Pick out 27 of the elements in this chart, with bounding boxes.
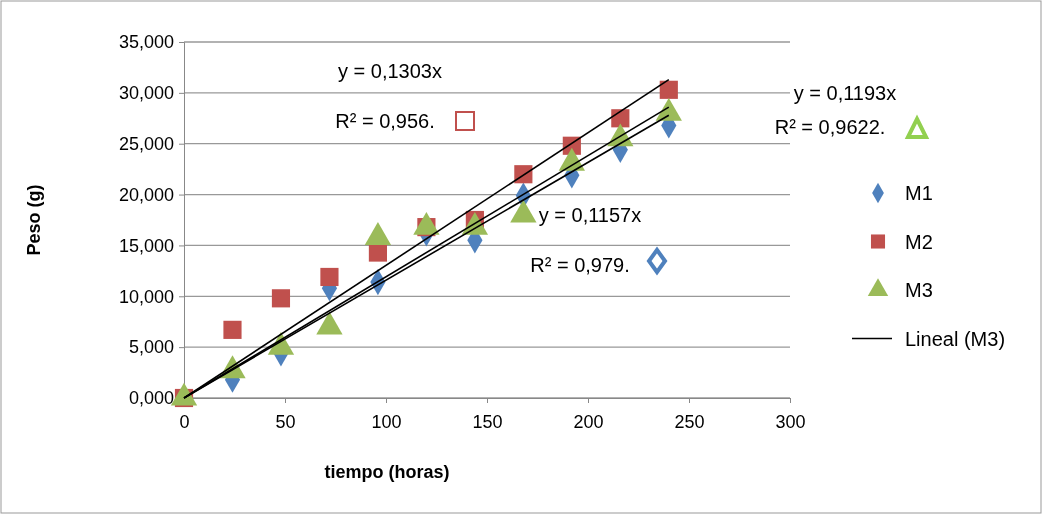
annotation: R² = 0,979.: [530, 254, 630, 276]
legend-label: M1: [905, 182, 933, 204]
legend-label: M3: [905, 279, 933, 301]
y-tick-label: 25,000: [118, 133, 174, 154]
x-axis-title: tiempo (horas): [324, 462, 450, 482]
x-tick-label: 100: [371, 412, 402, 432]
x-tick-label: 250: [674, 412, 705, 432]
x-tick-label: 50: [275, 412, 296, 432]
annotation: y = 0,1303x: [338, 60, 442, 82]
x-tick-label: 200: [573, 412, 604, 432]
x-tick-label: 300: [775, 412, 806, 432]
legend-label: M2: [905, 230, 933, 253]
text: y = 0,1193x: [793, 82, 897, 104]
y-tick-label: 0,000: [128, 388, 174, 409]
y-tick-label: 15,000: [118, 235, 174, 256]
y-axis-title: Peso (g): [24, 184, 44, 256]
y-tick-label: 10,000: [118, 286, 174, 307]
x-tick-label: 150: [472, 412, 503, 432]
annotation: y = 0,1157x: [538, 204, 642, 226]
y-tick-label: 5,000: [128, 337, 174, 358]
y-tick-label: 30,000: [118, 83, 174, 104]
y-tick-label: 35,000: [118, 32, 174, 53]
y-tick-label: 20,000: [118, 184, 174, 205]
annotation: R² = 0,956.: [335, 110, 435, 132]
annotation: R² = 0,9622.: [774, 116, 886, 138]
x-tick-label: 0: [179, 412, 190, 432]
legend-label: Lineal (M3): [905, 327, 1006, 350]
